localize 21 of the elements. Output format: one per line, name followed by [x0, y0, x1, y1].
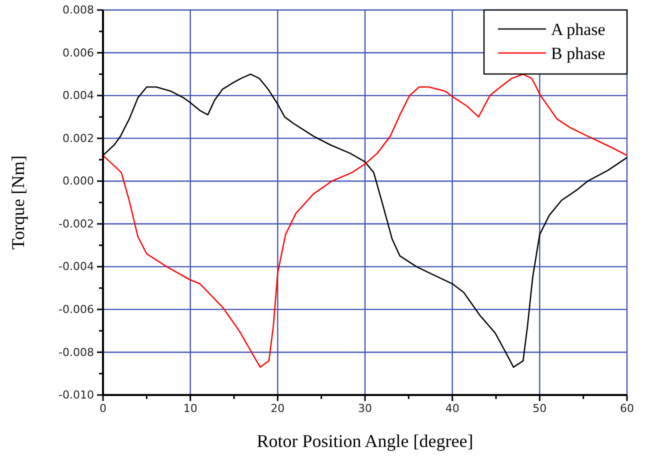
y-tick-label: 0.006 [62, 46, 94, 60]
y-tick-label: -0.006 [58, 302, 94, 316]
y-tick-label: -0.002 [58, 217, 94, 230]
legend-label: B phase [551, 44, 606, 63]
x-axis-title: Rotor Position Angle [degree] [256, 431, 474, 451]
x-tick-label: 60 [620, 402, 634, 415]
y-tick-label: -0.008 [58, 346, 94, 359]
y-tick-label: -0.004 [58, 260, 94, 274]
y-tick-label: 0.004 [62, 89, 94, 102]
x-tick-label: 10 [183, 402, 198, 415]
y-tick-label: 0.000 [62, 174, 94, 188]
y-tick-label: 0.008 [62, 4, 94, 17]
y-tick-label: 0.002 [62, 132, 94, 145]
legend-label: A phase [551, 20, 606, 39]
x-tick-label: 40 [445, 402, 460, 415]
x-tick-label: 30 [358, 402, 372, 415]
x-tick-label: 50 [532, 402, 547, 415]
y-tick-label: -0.010 [58, 388, 94, 402]
x-tick-label: 20 [270, 402, 285, 415]
y-axis-title: Torque [Nm] [8, 155, 28, 250]
x-tick-label: 0 [100, 402, 106, 415]
